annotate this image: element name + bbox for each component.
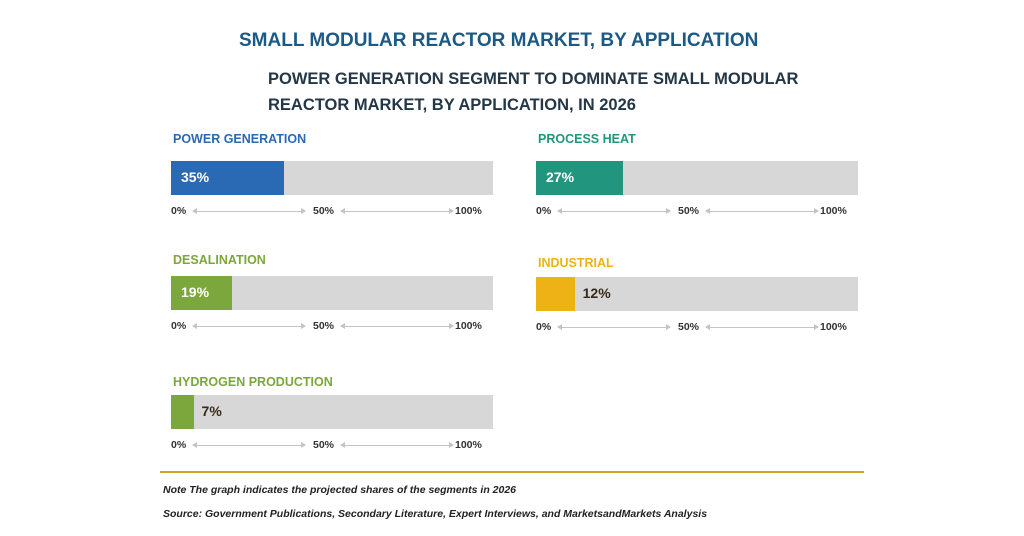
- bar-track-industrial: 12%: [536, 277, 858, 311]
- axis-arrow: [705, 324, 819, 330]
- bar-process-heat: [536, 161, 623, 195]
- axis-arrow: [340, 323, 454, 329]
- bar-hydrogen-production: [171, 395, 194, 429]
- panel-hydrogen-production: HYDROGEN PRODUCTION 7% 0% 50% 100%: [171, 375, 501, 465]
- tick-label: 0%: [536, 205, 552, 217]
- bar-power-generation: [171, 161, 284, 195]
- axis-arrow: [192, 208, 306, 214]
- tick-label: 0%: [171, 320, 187, 332]
- axis-arrow: [340, 442, 454, 448]
- footer-divider: [160, 471, 864, 473]
- bar-track-power-generation: 35%: [171, 161, 493, 195]
- chart-title: SMALL MODULAR REACTOR MARKET, BY APPLICA…: [239, 30, 759, 51]
- axis-industrial: 0% 50% 100%: [536, 321, 858, 335]
- value-label-process-heat: 27%: [546, 169, 575, 185]
- axis-power-generation: 0% 50% 100%: [171, 205, 493, 219]
- value-label-power-generation: 35%: [181, 169, 210, 185]
- tick-label: 100%: [820, 321, 847, 333]
- axis-arrow: [705, 208, 819, 214]
- panel-desalination: DESALINATION 19% 0% 50% 100%: [171, 253, 501, 343]
- value-label-desalination: 19%: [181, 284, 210, 300]
- panel-industrial: INDUSTRIAL 12% 0% 50% 100%: [536, 256, 866, 346]
- axis-hydrogen-production: 0% 50% 100%: [171, 439, 493, 453]
- axis-arrow: [557, 324, 671, 330]
- value-label-industrial: 12%: [582, 285, 611, 301]
- bar-track-process-heat: 27%: [536, 161, 858, 195]
- bar-track-hydrogen-production: 7%: [171, 395, 493, 429]
- tick-label: 50%: [678, 205, 700, 217]
- axis-process-heat: 0% 50% 100%: [536, 205, 858, 219]
- category-label-power-generation: POWER GENERATION: [173, 132, 307, 146]
- tick-label: 100%: [455, 439, 482, 451]
- axis-arrow: [192, 442, 306, 448]
- tick-label: 50%: [313, 320, 335, 332]
- axis-arrow: [557, 208, 671, 214]
- panel-process-heat: PROCESS HEAT 27% 0% 50% 100%: [536, 132, 866, 222]
- bar-desalination: [171, 276, 233, 310]
- chart-subtitle: POWER GENERATION SEGMENT TO DOMINATE SMA…: [268, 70, 799, 114]
- tick-label: 0%: [171, 439, 187, 451]
- value-label-hydrogen-production: 7%: [201, 403, 222, 419]
- tick-label: 100%: [455, 205, 482, 217]
- tick-label: 50%: [678, 321, 700, 333]
- tick-label: 0%: [171, 205, 187, 217]
- bar-industrial: [536, 277, 575, 311]
- tick-label: 0%: [536, 321, 552, 333]
- footer-source: Source: Government Publications, Seconda…: [163, 508, 708, 520]
- tick-label: 100%: [820, 205, 847, 217]
- tick-label: 50%: [313, 439, 335, 451]
- footer-note: Note The graph indicates the projected s…: [163, 484, 517, 496]
- axis-arrow: [192, 323, 306, 329]
- category-label-industrial: INDUSTRIAL: [538, 256, 614, 270]
- axis-arrow: [340, 208, 454, 214]
- tick-label: 100%: [455, 320, 482, 332]
- bar-track-desalination: 19%: [171, 276, 493, 310]
- axis-desalination: 0% 50% 100%: [171, 320, 493, 334]
- category-label-desalination: DESALINATION: [173, 253, 266, 267]
- panel-power-generation: POWER GENERATION 35% 0% 50% 100%: [171, 132, 501, 222]
- category-label-process-heat: PROCESS HEAT: [538, 132, 636, 146]
- tick-label: 50%: [313, 205, 335, 217]
- category-label-hydrogen-production: HYDROGEN PRODUCTION: [173, 375, 333, 389]
